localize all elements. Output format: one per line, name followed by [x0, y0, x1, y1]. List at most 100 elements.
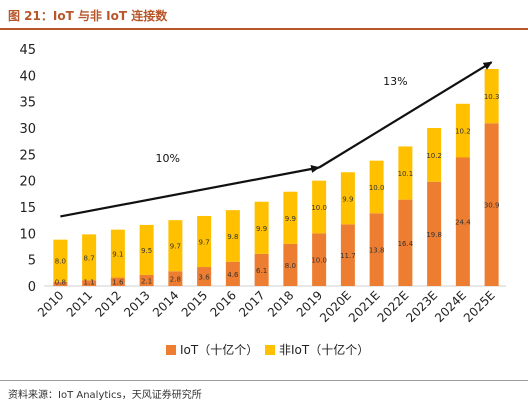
data-label: 13.8 — [369, 247, 385, 255]
bar-segment — [168, 220, 183, 272]
data-label: 10.0 — [311, 257, 327, 265]
data-label: 9.5 — [141, 247, 152, 255]
y-tick-label: 20 — [19, 175, 36, 190]
x-tick-label: 2012 — [92, 288, 123, 319]
bar-segment — [369, 213, 384, 286]
data-label: 10.2 — [426, 152, 442, 160]
data-label: 9.9 — [342, 195, 353, 203]
source-note: 资料来源：IoT Analytics，天风证券研究所 — [8, 390, 202, 401]
x-tick-label: 2018 — [265, 288, 296, 319]
bar-segment — [254, 201, 269, 254]
x-tick-label: 2015 — [179, 288, 210, 319]
y-tick-label: 5 — [28, 254, 36, 269]
data-label: 10.1 — [398, 170, 414, 178]
title-bar: 图 21：IoT 与非 IoT 连接数 — [0, 0, 528, 30]
bar-segment — [484, 69, 499, 124]
bar-segment — [427, 128, 442, 182]
data-label: 0.8 — [55, 279, 66, 287]
data-label: 3.6 — [199, 274, 211, 282]
growth-annotation: 13% — [383, 75, 407, 88]
growth-annotation: 10% — [156, 152, 180, 165]
x-tick-label: 2023E — [403, 288, 440, 325]
data-label: 9.8 — [227, 233, 238, 241]
bar-segment — [340, 172, 355, 225]
x-tick-label: 2010 — [35, 288, 66, 319]
bar-segment — [82, 234, 97, 281]
y-tick-label: 45 — [19, 43, 36, 58]
x-tick-label: 2013 — [121, 288, 152, 319]
data-label: 8.0 — [285, 262, 296, 270]
data-label: 1.1 — [84, 279, 95, 287]
y-tick-label: 30 — [19, 122, 36, 137]
data-label: 8.0 — [55, 258, 66, 266]
data-label: 6.1 — [256, 267, 267, 275]
bar-segment — [369, 160, 384, 214]
data-label: 10.3 — [484, 93, 500, 101]
data-label: 9.1 — [112, 251, 123, 259]
legend-swatch — [265, 345, 275, 355]
y-tick-label: 10 — [19, 227, 36, 242]
bar-segment — [197, 267, 212, 286]
data-label: 9.7 — [199, 238, 210, 246]
bar-segment — [427, 181, 442, 286]
bar-segment — [398, 146, 413, 200]
data-label-layer: 0.8 1.1 1.6 2.1 2.8 3.6 4.6 6.1 8.0 10.0 11.7 13.8 1… — [55, 93, 500, 286]
data-label: 9.9 — [256, 225, 267, 233]
bar-segment — [340, 224, 355, 286]
bar-segment — [312, 180, 327, 234]
bar-segment — [398, 199, 413, 286]
data-label: 10.2 — [455, 128, 471, 136]
bar-segment — [110, 229, 125, 278]
y-tick-label: 35 — [19, 96, 36, 111]
data-label: 24.4 — [455, 219, 471, 227]
bar-segment — [455, 157, 470, 286]
bar-layer — [53, 69, 499, 286]
data-label: 8.7 — [84, 254, 95, 262]
x-tick-label: 2011 — [64, 288, 95, 319]
x-tick-label: 2025E — [461, 288, 498, 325]
data-label: 9.7 — [170, 243, 181, 251]
data-label: 19.8 — [426, 231, 442, 239]
legend-label: 非IoT（十亿个） — [279, 342, 369, 357]
x-tick-label: 2017 — [236, 288, 267, 319]
bar-segment — [484, 123, 499, 286]
stacked-bar-chart: 0510152025303540452010201120122013201420… — [19, 43, 506, 357]
y-tick-label: 25 — [19, 148, 36, 163]
trend-arrow — [60, 165, 321, 218]
bar-segment — [455, 103, 470, 158]
x-tick-label: 2016 — [207, 288, 238, 319]
y-tick-label: 0 — [28, 280, 36, 295]
data-label: 2.8 — [170, 276, 181, 284]
trend-layer: 10% 13% — [60, 61, 493, 218]
bar-segment — [283, 191, 298, 244]
footer-rule — [0, 380, 528, 381]
bar-segment — [254, 253, 269, 286]
x-tick-label: 2021E — [346, 288, 383, 325]
bar-segment — [312, 233, 327, 286]
figure-title: 图 21：IoT 与非 IoT 连接数 — [8, 9, 168, 23]
bar-segment — [139, 274, 154, 286]
legend: IoT（十亿个） 非IoT（十亿个） — [166, 342, 369, 357]
data-label: 16.4 — [398, 240, 414, 248]
data-label: 1.6 — [112, 279, 124, 287]
x-tick-label: 2014 — [150, 288, 181, 319]
x-tick-label: 2022E — [375, 288, 412, 325]
title-rule — [0, 28, 528, 30]
data-label: 10.0 — [311, 204, 327, 212]
x-tick-label: 2024E — [432, 288, 469, 325]
y-tick-label: 15 — [19, 201, 36, 216]
x-tick-label: 2020E — [317, 288, 354, 325]
bar-segment — [53, 281, 68, 286]
data-label: 30.9 — [484, 202, 500, 210]
data-label: 9.9 — [285, 215, 296, 223]
trend-arrow — [318, 61, 493, 169]
bar-segment — [53, 239, 68, 282]
bar-segment — [197, 215, 212, 268]
data-label: 4.6 — [227, 271, 239, 279]
data-label: 2.1 — [141, 277, 152, 285]
bar-segment — [225, 210, 240, 262]
data-label: 10.0 — [369, 184, 385, 192]
bar-segment — [110, 277, 125, 286]
bar-segment — [139, 224, 154, 275]
y-tick-label: 40 — [19, 69, 36, 84]
